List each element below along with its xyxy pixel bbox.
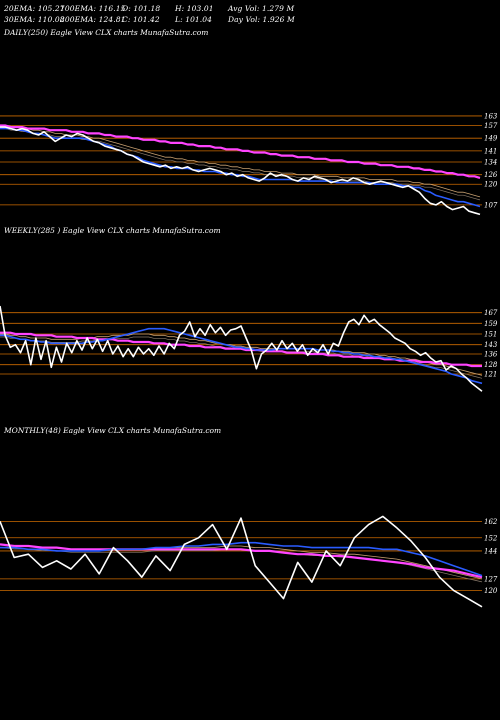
daily-ema-mid-shadow-line <box>0 128 481 201</box>
daily-ema-mid-line <box>0 125 481 198</box>
weekly-price-line <box>0 305 483 392</box>
daily-y-tick-label: 163 <box>484 112 498 120</box>
monthly-y-tick-label: 144 <box>484 547 497 555</box>
daily-ema-slow-line <box>0 124 481 179</box>
daily-y-tick-label: 120 <box>484 181 498 189</box>
daily-y-tick-label: 107 <box>484 201 498 209</box>
daily-y-tick-label: 157 <box>484 122 498 130</box>
daily-y-tick-label: 141 <box>484 147 497 155</box>
weekly-ema-mid-line <box>0 333 483 376</box>
monthly-y-tick-label: 120 <box>484 587 498 595</box>
monthly-price-line <box>0 515 483 608</box>
monthly-ema-slow-line <box>0 543 483 579</box>
weekly-panel-title: WEEKLY(285 ) Eagle View CLX charts Munaf… <box>4 226 221 235</box>
daily-y-tick-label: 134 <box>484 159 497 167</box>
weekly-y-tick-label: 128 <box>484 361 498 369</box>
monthly-ema-fast-line <box>0 541 483 577</box>
close-label: C: 101.42 <box>122 15 160 24</box>
monthly-panel-title: MONTHLY(48) Eagle View CLX charts Munafa… <box>4 426 222 435</box>
daily-panel-title: DAILY(250) Eagle View CLX charts MunafaS… <box>4 28 209 37</box>
ema100-label: 100EMA: 116.15 <box>60 4 126 13</box>
weekly-y-tick-label: 151 <box>484 331 497 339</box>
ema20-label: 20EMA: 105.27 <box>4 4 65 13</box>
weekly-ema-fast-line <box>0 327 483 385</box>
monthly-y-tick-label: 162 <box>484 518 498 526</box>
daily-price-line <box>0 126 481 216</box>
weekly-y-tick-label: 159 <box>484 320 498 328</box>
ema30-label: 30EMA: 110.08 <box>4 15 65 24</box>
high-label: H: 103.01 <box>175 4 214 13</box>
daily-y-tick-label: 149 <box>484 135 498 143</box>
weekly-y-tick-label: 121 <box>484 371 497 379</box>
weekly-ema-slow-line <box>0 331 482 368</box>
weekly-y-tick-label: 167 <box>484 309 498 317</box>
monthly-y-tick-label: 127 <box>484 575 498 583</box>
open-label: O: 101.18 <box>122 4 161 13</box>
weekly-y-tick-label: 143 <box>484 341 498 349</box>
daily-y-tick-label: 126 <box>484 171 498 179</box>
monthly-y-tick-label: 152 <box>484 534 498 542</box>
ema200-label: 200EMA: 124.81 <box>60 15 126 24</box>
weekly-y-tick-label: 136 <box>484 351 498 359</box>
avg-vol-label: Avg Vol: 1.279 M <box>228 4 295 13</box>
low-label: L: 101.04 <box>175 15 213 24</box>
day-vol-label: Day Vol: 1.926 M <box>228 15 295 24</box>
